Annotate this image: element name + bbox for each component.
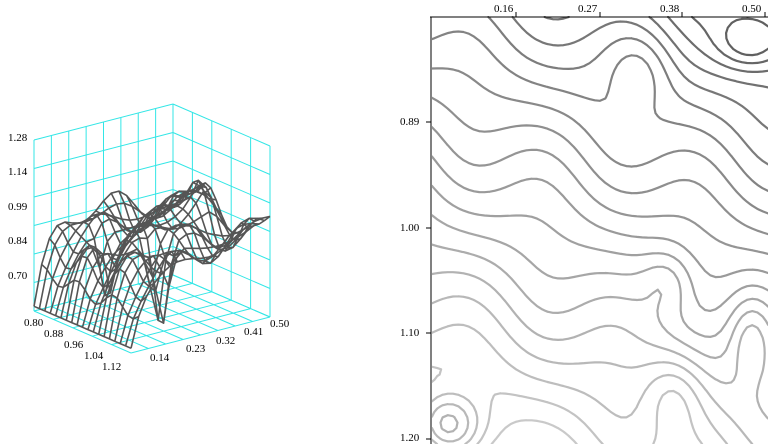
grid-line (68, 301, 166, 345)
top-tick-label: 0.38 (660, 3, 680, 15)
contour-level (725, 17, 768, 57)
grid-line (33, 132, 174, 169)
z-tick-label: 0.99 (8, 201, 28, 213)
top-tick-label: 0.27 (578, 3, 598, 15)
contour-top-tick-labels: 0.16 0.27 0.38 0.50 (494, 3, 762, 15)
grid-line (155, 279, 253, 322)
y-tick-label: 0.50 (270, 318, 290, 330)
y-tick-label: 0.23 (186, 343, 206, 355)
left-tick-label: 1.20 (400, 432, 420, 444)
mesh-line (149, 179, 248, 252)
x-tick-label: 1.12 (102, 361, 121, 373)
mesh-line (41, 263, 140, 320)
grid-line (172, 132, 271, 175)
contour-level (432, 184, 768, 312)
x-tick-label: 0.80 (24, 317, 44, 329)
left-tick-label: 1.10 (400, 327, 420, 339)
contour-level (543, 16, 768, 89)
mesh-line (110, 192, 209, 265)
mesh-line (157, 185, 255, 249)
z-tick-label: 0.70 (8, 270, 28, 282)
x-tick-label: 1.04 (84, 350, 104, 362)
grid-line (33, 189, 174, 226)
contour-axes (426, 12, 768, 444)
grid-line (33, 103, 174, 141)
grid-line (172, 160, 271, 204)
y-tick-label: 0.41 (244, 326, 263, 338)
contour-level (432, 67, 768, 215)
contour-level (487, 16, 768, 166)
contour-level (432, 214, 768, 338)
contour-level (432, 243, 768, 360)
y-tick-labels: 0.14 0.23 0.32 0.41 0.50 (150, 318, 290, 364)
contour-level (432, 155, 768, 279)
mesh-line (118, 190, 217, 264)
grid-line (138, 283, 236, 327)
surface-grid-box (33, 103, 271, 354)
contour-level (432, 271, 768, 434)
top-tick-label: 0.16 (494, 3, 514, 15)
contour-level (432, 365, 704, 444)
mesh-line (80, 213, 179, 291)
grid-line (33, 310, 132, 354)
grid-line (172, 103, 271, 147)
z-tick-labels: 1.28 1.14 0.99 0.84 0.70 (8, 132, 28, 282)
contour-level (432, 295, 754, 444)
contour-lines (432, 16, 768, 444)
contour-left-tick-labels: 0.89 1.00 1.10 1.20 (400, 116, 420, 444)
y-tick-label: 0.14 (150, 352, 170, 364)
contour-level (432, 30, 768, 192)
mesh-line (125, 195, 225, 258)
mesh-line (33, 305, 132, 350)
x-tick-label: 0.96 (64, 339, 84, 351)
left-tick-label: 1.00 (400, 222, 420, 234)
x-tick-label: 0.88 (44, 328, 64, 340)
contour-level (432, 126, 768, 255)
contour-plot: 0.16 0.27 0.38 0.50 0.89 1.00 1.10 1.20 (400, 3, 768, 444)
contour-level (490, 419, 578, 444)
grid-line (103, 292, 201, 336)
mesh-line (56, 225, 155, 287)
mesh-line (172, 182, 271, 234)
grid-line (172, 274, 271, 318)
grid-line (33, 160, 174, 198)
top-tick-label: 0.50 (742, 3, 762, 15)
mesh-line (165, 189, 263, 242)
contour-level (432, 323, 729, 444)
x-tick-labels: 0.80 0.88 0.96 1.04 1.12 (24, 317, 121, 373)
z-tick-label: 0.84 (8, 235, 28, 247)
left-tick-label: 0.89 (400, 116, 420, 128)
contour-level (511, 16, 768, 130)
z-tick-label: 1.14 (8, 166, 28, 178)
contour-level (432, 96, 768, 236)
z-tick-label: 1.28 (8, 132, 28, 144)
contour-level (690, 16, 768, 65)
mesh-line (72, 221, 171, 297)
mesh-line (48, 237, 147, 303)
mesh-line (102, 200, 201, 260)
mesh-line (64, 221, 163, 275)
surface-mesh (33, 179, 271, 350)
y-tick-label: 0.32 (216, 335, 235, 347)
surface-plot: 1.28 1.14 0.99 0.84 0.70 0.80 0.88 0.96 … (8, 103, 290, 373)
